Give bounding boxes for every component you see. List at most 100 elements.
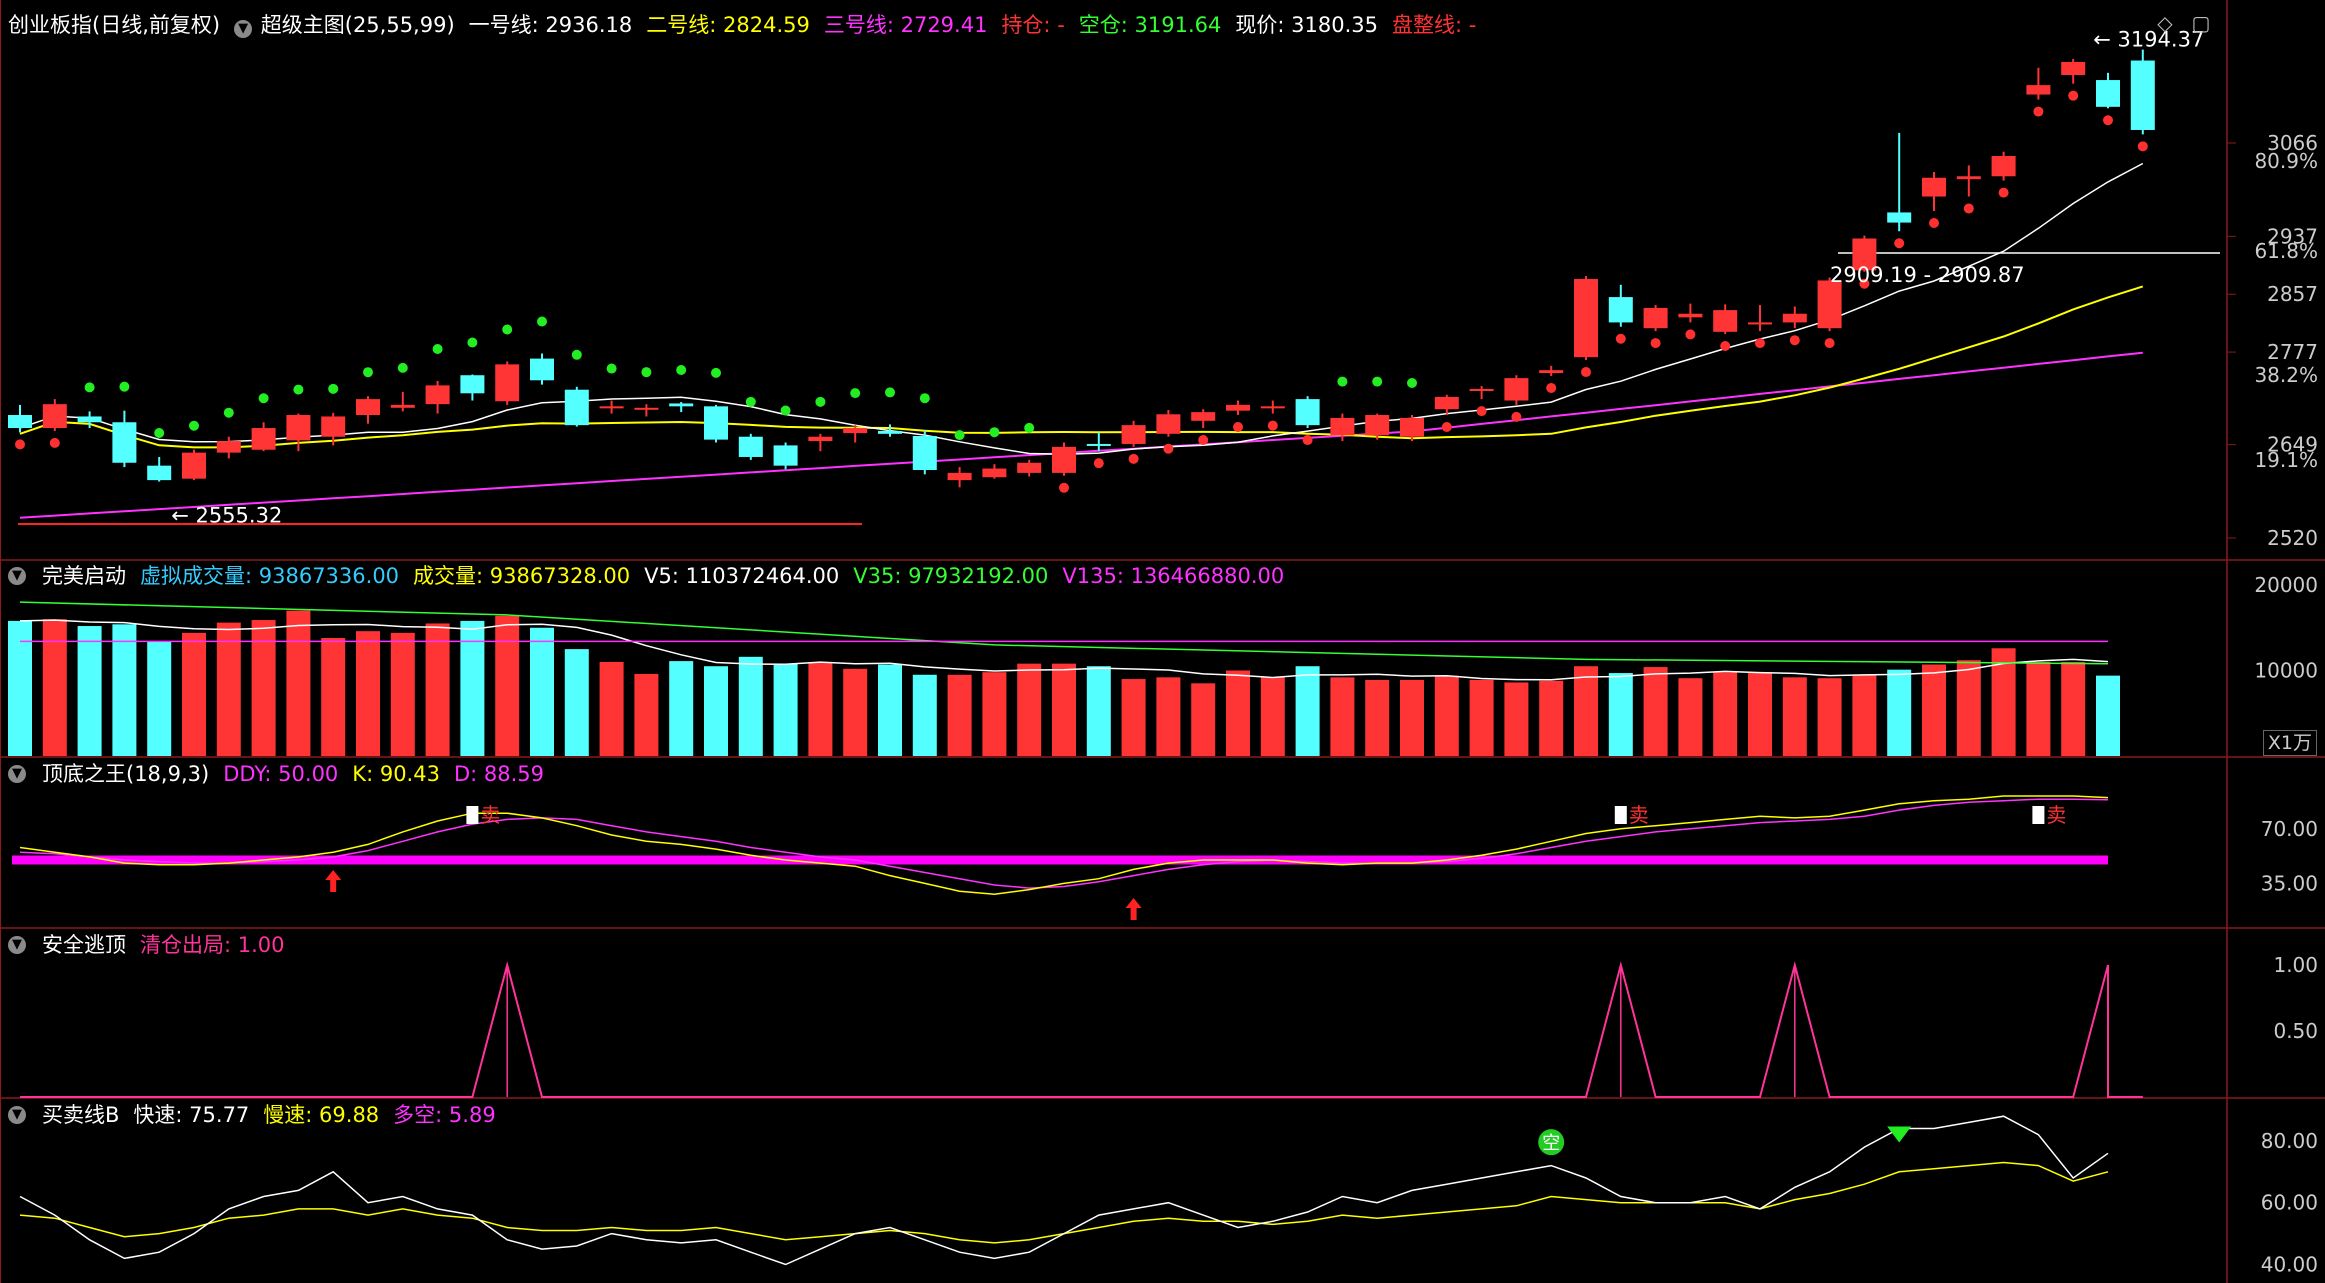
volume-bar-up [1817,678,1842,756]
volume-item: V135: 136466880.00 [1062,561,1284,591]
window-restore-icon[interactable]: ▢ [2191,11,2211,35]
sar-dot-green [502,324,513,335]
escape-panel-title[interactable]: 安全逃顶 [42,933,126,957]
buysell-item: 慢速: 69.88 [263,1100,379,1130]
volume-bar-up [1504,682,1529,756]
sar-dot-red [1859,278,1870,289]
percent-axis-label: 38.2% [2254,363,2318,387]
volume-bar-down [8,620,32,756]
kd-axis-label: 35.00 [2261,871,2318,895]
candle-up [1817,280,1842,329]
indicator-name[interactable]: ▼ 超级主图(25,55,99) [234,10,455,40]
volume-bar-up [390,632,415,756]
volume-bar-down [112,624,137,756]
header-item-label: 三号线: [823,13,894,37]
sar-dot-red [1198,435,1209,446]
sar-dot-red [2033,106,2044,117]
panel-menu-icon[interactable]: ▼ [8,936,26,954]
kd-item: D: 88.59 [454,759,544,789]
volume-item-value: 93867336.00 [252,564,400,588]
candle-down [564,389,589,426]
volume-bar-up [1400,679,1424,756]
sell-marker-box [2032,806,2045,824]
header-item-value: - [1462,13,1477,37]
volume-ma35-line [19,601,2109,665]
instrument-title[interactable]: 创业板指(日线,前复权) [8,13,221,37]
candle-up [356,399,380,416]
volume-bar-down [878,664,902,756]
panel-menu-icon[interactable]: ▼ [8,1106,26,1124]
candle-down [8,415,32,429]
down-triangle-icon [1887,1126,1912,1143]
volume-bar-down [1887,669,1912,756]
sar-dot-green [850,388,861,399]
sar-dot-red [1546,382,1557,393]
volume-bar-down [773,663,798,756]
candle-up [634,407,659,410]
buysell-item-label: 慢速: [263,1103,313,1127]
sar-dot-green [1372,376,1383,387]
volume-bar-up [1713,672,1738,756]
volume-item-value: 136466880.00 [1123,564,1285,588]
sar-dot-green [815,396,826,407]
low-price-label: ← 2555.32 [171,504,282,528]
volume-ma5-line [19,619,2109,681]
volume-bar-down [147,641,172,756]
buysell-axis-label: 80.00 [2261,1129,2318,1153]
escape-panel-header: ▼ 安全逃顶 清仓出局: 1.00 [8,930,285,960]
sar-dot-red [1233,422,1243,433]
escape-axis-label: 0.50 [2273,1019,2318,1043]
sar-dot-red [1650,338,1661,349]
volume-bar-up [1052,663,1076,756]
kd-panel-title[interactable]: 顶底之王(18,9,3) [42,762,210,786]
candle-up [1504,378,1529,401]
volume-bar-up [808,662,833,756]
candle-up [1713,310,1738,332]
candle-up [1782,313,1807,323]
panel-menu-icon[interactable]: ▼ [8,567,26,585]
sar-dot-green [954,430,965,441]
volume-item-value: 93867328.00 [483,564,631,588]
indicator-menu-icon[interactable]: ▼ [234,20,253,38]
sell-marker-box [466,806,479,824]
volume-bar-up [321,638,346,756]
header-item-label: 持仓: [1001,13,1051,37]
volume-bar-down [738,656,763,756]
sar-dot-green [919,393,930,404]
diamond-icon[interactable]: ◇ [2157,11,2173,35]
kd-item-value: 88.59 [477,762,544,786]
sar-dot-red [49,437,60,448]
volume-bar-up [1365,679,1390,756]
candle-up [599,406,624,409]
sar-dot-red [1929,218,1939,229]
candle-up [1922,177,1946,197]
buysell-panel-title[interactable]: 买卖线B [42,1103,120,1127]
volume-panel-title[interactable]: 完美启动 [42,564,126,588]
candle-up [982,468,1007,478]
escape-signal-line [20,961,2143,1098]
volume-item: V35: 97932192.00 [853,561,1048,591]
candle-up [1469,388,1494,391]
candle-up [1156,414,1181,434]
sar-dot-green [606,363,617,374]
sar-dot-red [2137,141,2148,152]
volume-bar-up [1643,667,1668,756]
buysell-item: 快速: 75.77 [133,1100,249,1130]
sar-dot-red [1894,238,1905,249]
sar-dot-red [1720,340,1731,351]
header-item: 一号线: 2936.18 [469,10,633,40]
candle-down [878,430,902,434]
volume-bar-up [1330,677,1355,756]
volume-bar-up [2026,661,2051,756]
candle-up [1434,396,1459,410]
candle-up [1365,415,1390,436]
fib-range-label: 2909.19 - 2909.87 [1830,263,2025,287]
candle-down [1608,297,1633,323]
kd-item-value: 90.43 [373,762,440,786]
panel-menu-icon[interactable]: ▼ [8,765,26,783]
percent-axis-label: 61.8% [2254,239,2318,263]
price-axis-label: 2857 [2267,282,2318,306]
header-item-label: 现价: [1235,13,1285,37]
volume-item: 成交量: 93867328.00 [413,561,630,591]
